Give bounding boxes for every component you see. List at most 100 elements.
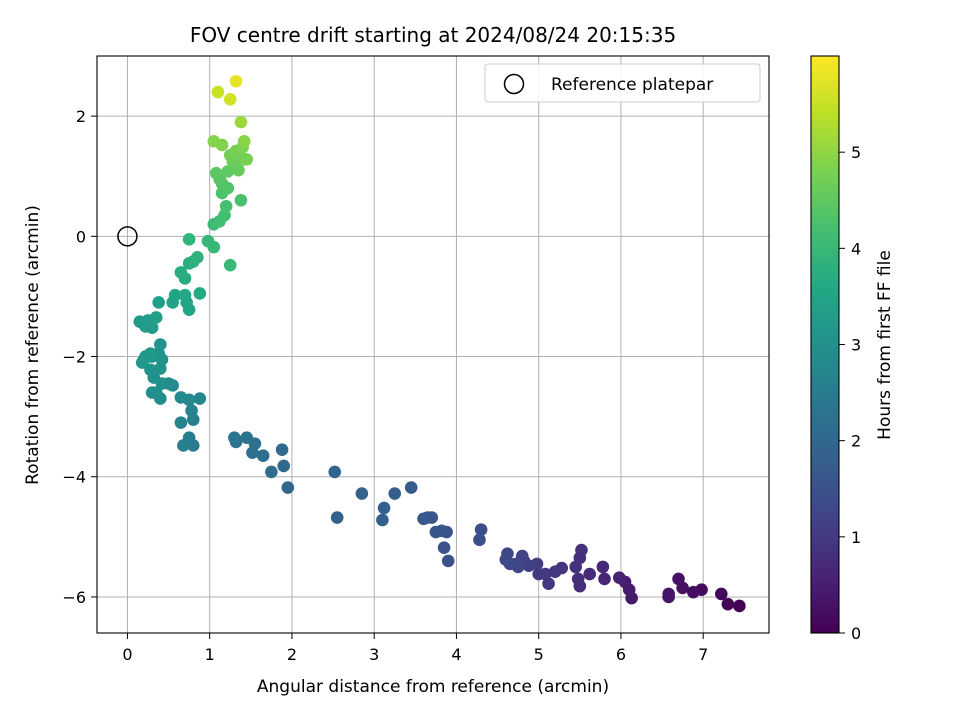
legend-label: Reference platepar [551,75,713,95]
data-point [237,135,251,148]
colorbar-tick-label: 0 [851,624,861,643]
colorbar-tick-label: 5 [851,143,861,162]
data-point [149,311,163,324]
data-point [144,347,157,360]
data-point [207,135,221,148]
data-points [133,74,746,613]
data-point [330,511,344,524]
data-point [542,577,555,591]
x-tick-label: 2 [287,645,297,664]
colorbar-tick-label: 4 [851,239,861,258]
x-axis-label: Angular distance from reference (arcmin) [257,677,609,697]
x-tick-label: 1 [205,645,215,664]
colorbar-ticks: 0 1 2 3 4 5 [839,143,861,643]
data-point [662,590,675,604]
data-point [721,597,735,611]
data-point [240,153,253,166]
data-point [437,541,451,554]
data-point [191,251,204,264]
data-point [145,386,159,399]
x-tick-label: 3 [369,645,379,664]
data-point [193,392,207,405]
x-tick-label: 4 [451,645,461,664]
data-point [144,363,157,377]
data-point [687,585,700,599]
data-point [355,487,369,500]
chart-title: FOV centre drift starting at 2024/08/24 … [190,23,676,47]
x-axis-ticks: 0 1 2 3 4 5 6 7 [122,633,708,664]
data-point [613,571,626,585]
data-point [182,233,196,246]
data-point [417,512,430,526]
data-point [583,567,596,581]
data-point [174,266,188,279]
legend-box [484,63,761,103]
data-point [256,449,270,462]
data-point [714,587,728,601]
y-axis-ticks: −6 −4 −2 0 2 [62,107,97,607]
data-point [246,446,259,459]
x-tick-label: 7 [698,645,708,664]
colorbar-tick-label: 2 [851,432,861,451]
y-tick-label: −4 [62,468,86,487]
data-point [328,465,342,479]
data-point [569,560,583,574]
data-point [223,258,237,272]
data-point [377,501,391,515]
data-point [548,565,562,578]
data-point [429,525,443,539]
data-point [154,338,167,351]
data-point [177,439,190,452]
data-point [441,554,455,568]
colorbar-tick-label: 3 [851,336,861,355]
colorbar-gradient [811,56,839,633]
y-tick-label: 2 [76,107,86,126]
data-point [473,533,486,547]
data-point [193,287,207,300]
data-point [376,513,389,527]
x-tick-label: 5 [534,645,544,664]
y-tick-label: 0 [76,227,86,246]
data-point [168,288,182,302]
y-tick-label: −6 [62,588,86,607]
data-point [211,85,225,99]
data-point [174,391,188,404]
grid-lines [97,56,769,633]
y-axis-label: Rotation from reference (arcmin) [23,205,43,485]
data-point [207,240,221,254]
data-point [234,193,248,207]
data-point [240,431,253,444]
data-point [178,288,192,302]
data-point [232,163,245,177]
data-point [209,166,223,180]
data-point [219,199,233,213]
data-point [388,487,402,500]
data-point [571,572,585,586]
data-point [598,572,611,586]
data-point [185,404,198,417]
data-point [596,560,610,574]
data-point [532,567,545,581]
legend: Reference platepar [484,63,761,103]
x-tick-label: 6 [616,645,626,664]
data-point [404,481,418,494]
data-point [733,599,746,613]
data-point [174,416,188,429]
data-point [499,553,513,566]
y-tick-label: −2 [62,348,86,367]
data-point [281,481,295,494]
data-point [228,431,241,444]
data-point [277,459,291,473]
legend-marker [503,73,525,95]
data-point [275,443,289,456]
data-point [474,523,488,536]
data-point [223,92,237,106]
data-point [152,296,165,309]
plot-frame [96,55,770,634]
data-point [265,465,278,479]
data-point [672,572,685,586]
data-point [182,303,196,316]
data-point [234,115,248,129]
colorbar-tick-label: 1 [851,528,861,547]
